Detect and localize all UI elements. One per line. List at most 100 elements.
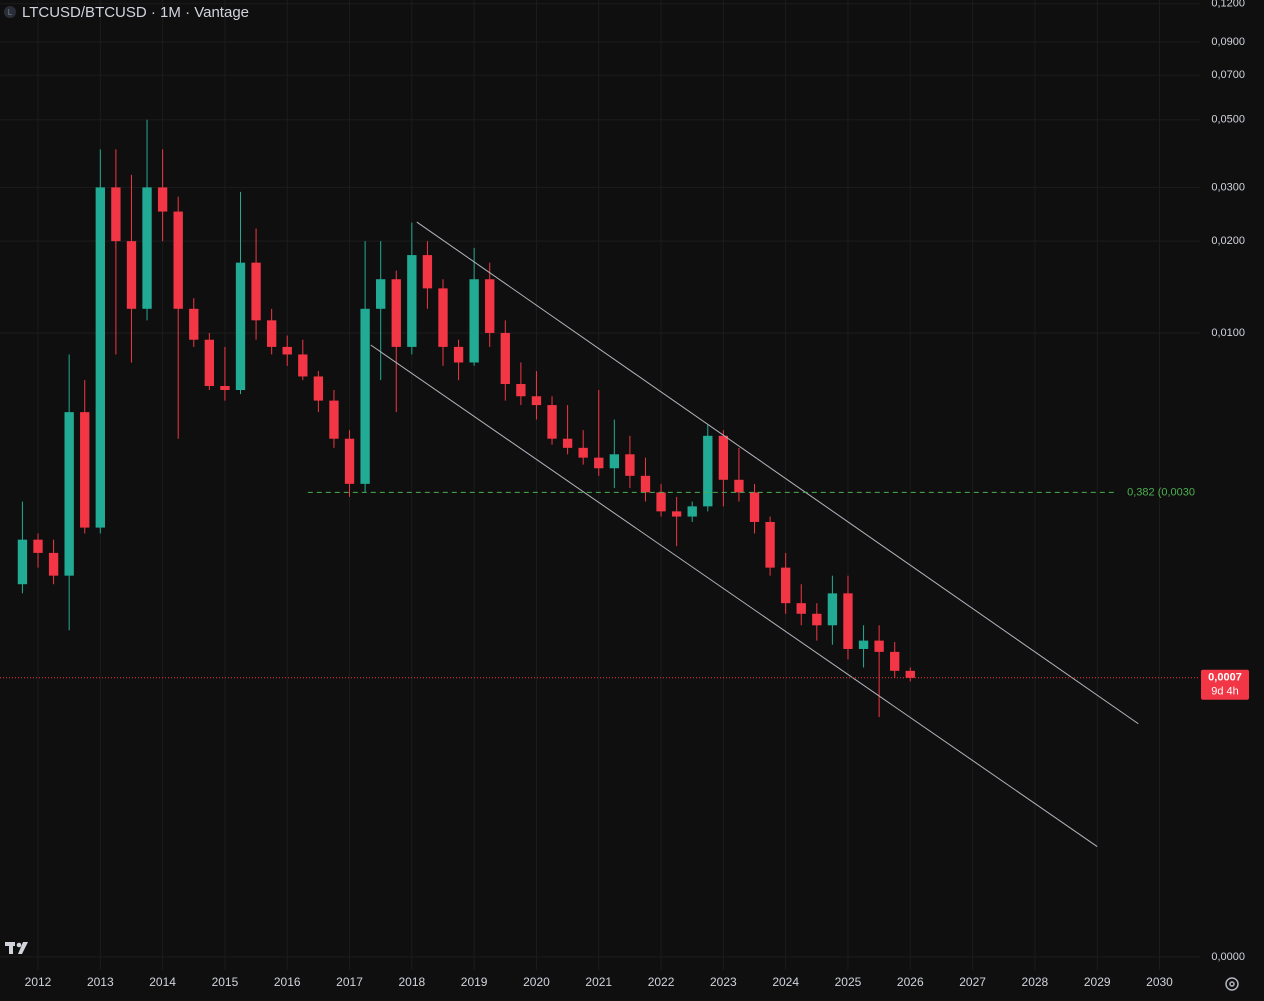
x-tick-label: 2015: [212, 975, 239, 989]
candle-body: [48, 552, 59, 576]
x-tick-label: 2020: [523, 975, 550, 989]
y-tick-label: 0,0700: [1211, 69, 1245, 81]
x-tick-label: 2027: [959, 975, 986, 989]
candle-body: [687, 506, 697, 517]
channel-line: [416, 221, 1139, 725]
candle-body: [313, 376, 324, 401]
candle-body: [827, 593, 838, 626]
candle-body: [298, 354, 308, 377]
x-tick-label: 2025: [835, 975, 862, 989]
candle-body: [33, 539, 43, 553]
candle-body: [391, 279, 401, 347]
candle-body: [874, 640, 884, 652]
candle-body: [547, 405, 557, 439]
candle-body: [360, 308, 370, 484]
x-tick-label: 2017: [336, 975, 363, 989]
candle-body: [438, 288, 448, 347]
candle-body: [407, 255, 417, 347]
x-tick-label: 2013: [87, 975, 114, 989]
candle-body: [843, 593, 853, 649]
candle-body: [453, 346, 464, 363]
x-tick-label: 2026: [897, 975, 924, 989]
last-price-badge: [1201, 669, 1249, 700]
candle-body: [516, 384, 526, 397]
candle-body: [594, 457, 604, 469]
candle-body: [17, 539, 28, 585]
candle-body: [422, 255, 433, 289]
plot: 0,382 (0,0030: [0, 119, 1200, 847]
candle-body: [749, 492, 760, 522]
candle-body: [609, 454, 620, 469]
last-price-label: 0,0007: [1208, 672, 1242, 684]
x-tick-label: 2014: [149, 975, 176, 989]
candle-body: [189, 308, 199, 340]
candle-body: [485, 279, 495, 333]
candle-body: [905, 670, 915, 678]
y-tick-label: 0,0500: [1211, 114, 1245, 126]
candle-body: [625, 454, 635, 476]
candle-body: [204, 339, 215, 386]
x-tick-label: 2030: [1146, 975, 1173, 989]
candle-body: [282, 346, 292, 355]
x-tick-label: 2028: [1022, 975, 1049, 989]
candle-body: [344, 438, 355, 484]
candle-body: [812, 613, 822, 626]
chart-title: LTCUSD/BTCUSD · 1M · Vantage: [22, 4, 249, 21]
x-tick-label: 2012: [25, 975, 52, 989]
candle-body: [858, 640, 869, 649]
y-tick-label: 0,0000: [1211, 951, 1245, 963]
candle-body: [329, 400, 339, 439]
x-tick-label: 2018: [398, 975, 425, 989]
y-tick-label: 0,0300: [1211, 181, 1245, 193]
candle-body: [562, 438, 573, 448]
candle-body: [531, 396, 542, 406]
candle-body: [780, 567, 791, 604]
x-tick-label: 2023: [710, 975, 737, 989]
candle-body: [126, 241, 137, 309]
x-tick-label: 2022: [648, 975, 675, 989]
x-tick-label: 2024: [772, 975, 799, 989]
x-tick-label: 2016: [274, 975, 301, 989]
candle-body: [80, 412, 90, 528]
candle-body: [235, 262, 246, 390]
candle-body: [890, 651, 900, 671]
grid: [0, 0, 1200, 970]
candle-body: [500, 332, 510, 385]
y-tick-label: 0,0100: [1211, 327, 1245, 339]
axes: 2012 2013 2014 2015 2016 2017 2018 2019 2020 2021…: [25, 0, 1249, 989]
candle-body: [157, 187, 168, 212]
candle-body: [142, 187, 152, 309]
candle-body: [376, 279, 386, 309]
y-tick-label: 0,0200: [1211, 235, 1245, 247]
candle-body: [718, 435, 729, 480]
candle-body: [640, 475, 651, 493]
y-tick-label: 0,1200: [1211, 0, 1245, 10]
symbol-icon-letter: L: [8, 8, 13, 17]
settings-icon[interactable]: [1225, 977, 1239, 991]
candle-body: [734, 479, 744, 493]
candle-body: [95, 187, 105, 528]
candle-body: [671, 511, 682, 517]
fib-level-label: 0,382 (0,0030: [1127, 486, 1195, 498]
candle-body: [220, 385, 230, 390]
candle-body: [656, 492, 666, 512]
candle-body: [796, 603, 806, 614]
x-tick-label: 2021: [585, 975, 612, 989]
candle-body: [765, 521, 775, 568]
y-tick-label: 0,0900: [1211, 36, 1245, 48]
candle-body: [578, 447, 588, 458]
candle-body: [266, 320, 277, 347]
candle-body: [469, 279, 479, 363]
candle-body: [111, 187, 121, 242]
x-tick-label: 2029: [1084, 975, 1111, 989]
candle-body: [703, 435, 713, 507]
x-tick-label: 2019: [461, 975, 488, 989]
tradingview-logo: [5, 942, 28, 954]
candle-body: [251, 262, 261, 321]
candle-body: [64, 412, 74, 576]
countdown-label: 9d 4h: [1211, 686, 1239, 698]
symbol-icon: [4, 6, 16, 18]
